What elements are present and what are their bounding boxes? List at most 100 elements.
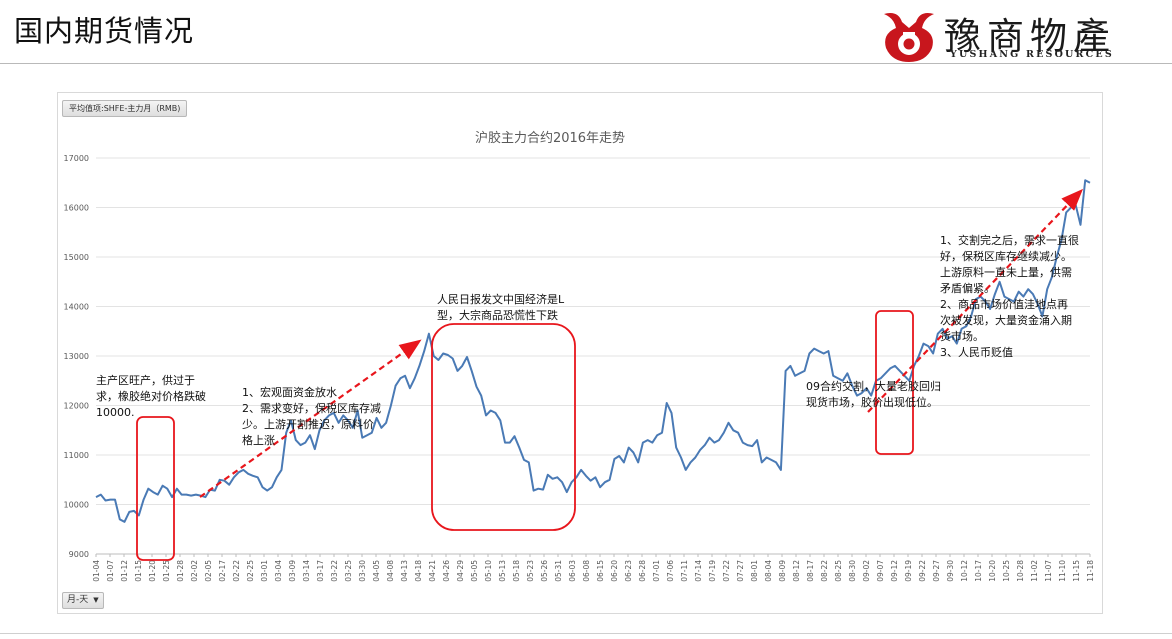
- logo-english-name: YUSHANG RESOURCES: [950, 49, 1114, 60]
- x-tick-label: 06-08: [582, 560, 591, 582]
- y-axis-labels: 9000 10000 11000 12000 13000 14000 15000 16000 1…: [64, 154, 89, 559]
- chart-title: 沪胶主力合约2016年走势: [474, 131, 626, 146]
- x-tick-label: 04-08: [386, 560, 395, 582]
- x-tick-label: 07-22: [722, 560, 731, 582]
- x-tick-label: 11-02: [1030, 560, 1039, 582]
- x-tick-label: 04-21: [428, 560, 437, 582]
- highlight-box-september: [875, 310, 914, 455]
- y-tick-label: 15000: [64, 253, 89, 262]
- x-tick-label: 05-26: [540, 560, 549, 582]
- x-tick-label: 03-14: [302, 560, 311, 582]
- x-tick-label: 01-07: [106, 560, 115, 582]
- slide-title: 国内期货情况: [14, 14, 195, 48]
- y-tick-label: 12000: [64, 402, 89, 411]
- y-tick-label: 11000: [64, 451, 89, 460]
- x-tick-label: 07-01: [652, 560, 661, 582]
- logo-chinese-name: 豫商物產: [944, 15, 1116, 58]
- x-tick-label: 05-18: [512, 560, 521, 582]
- x-tick-label: 05-23: [526, 560, 535, 582]
- x-tick-label: 04-29: [456, 560, 465, 582]
- x-tick-label: 01-04: [92, 560, 101, 582]
- series-layer: [95, 179, 1091, 523]
- x-tick-label: 09-02: [862, 560, 871, 582]
- axis-field-label: 月-天: [67, 595, 89, 605]
- x-tick-label: 01-15: [134, 560, 143, 582]
- x-tick-label: 11-18: [1086, 560, 1095, 582]
- x-tick-label: 03-25: [344, 560, 353, 582]
- x-tick-label: 07-11: [680, 560, 689, 582]
- x-tick-label: 08-12: [792, 560, 801, 582]
- x-tick-label: 02-05: [204, 560, 213, 582]
- pivot-field-button[interactable]: 平均值项:SHFE-主力月（RMB): [62, 100, 188, 117]
- x-tick-label: 11-07: [1044, 560, 1053, 582]
- x-tick-label: 06-20: [610, 560, 619, 582]
- uptrend-arrow-autumn: [867, 188, 1084, 413]
- y-tick-label: 13000: [64, 352, 89, 361]
- annotation-delivery: 09合约交割，大量老胶回归 现货市场，胶价出现低位。: [806, 380, 941, 409]
- highlight-box-may: [431, 323, 576, 531]
- x-tick-label: 07-06: [666, 560, 675, 582]
- annotation-demand-strong: 1、交割完之后，需求一直很 好，保税区库存继续减少。 上游原料一直未上量，供需 …: [940, 234, 1079, 359]
- y-tick-label: 17000: [64, 154, 89, 163]
- x-tick-label: 08-30: [848, 560, 857, 582]
- x-tick-label: 01-20: [148, 560, 157, 582]
- annotation-l-shaped-economy: 人民日报发文中国经济是L 型，大宗商品恐慌性下跌: [437, 293, 565, 322]
- x-tick-label: 05-10: [484, 560, 493, 582]
- x-tick-label: 04-13: [400, 560, 409, 582]
- x-tick-label: 08-17: [806, 560, 815, 582]
- x-tick-label: 02-22: [232, 560, 241, 582]
- x-tick-label: 05-05: [470, 560, 479, 582]
- y-tick-label: 16000: [64, 204, 89, 213]
- x-axis-labels: 01-04 01-07 01-12 01-15 01-20 01-25 01-28 02-02…: [92, 553, 1095, 582]
- x-tick-label: 03-22: [330, 560, 339, 582]
- x-tick-label: 09-30: [946, 560, 955, 582]
- x-tick-label: 09-07: [876, 560, 885, 582]
- footer-divider: [0, 633, 1172, 634]
- x-tick-label: 04-05: [372, 560, 381, 582]
- annotation-shapes: [136, 188, 1084, 561]
- x-tick-label: 03-09: [288, 560, 297, 582]
- x-tick-label: 05-31: [554, 560, 563, 582]
- x-tick-label: 01-28: [176, 560, 185, 582]
- x-tick-label: 07-14: [694, 560, 703, 582]
- x-tick-label: 10-28: [1016, 560, 1025, 582]
- x-tick-label: 10-17: [974, 560, 983, 582]
- annotation-macro-easing: 1、宏观面资金放水 2、需求变好，保税区库存减 少。上游开割推迟，原料价 格上涨: [242, 386, 381, 447]
- annotation-oversupply: 主产区旺产，供过于 求，橡胶绝对价格跌破 10000.: [96, 374, 206, 419]
- axis-field-dropdown[interactable]: 月-天 ▼: [62, 592, 104, 609]
- x-tick-label: 03-04: [274, 560, 283, 582]
- x-tick-label: 08-01: [750, 560, 759, 582]
- x-tick-label: 07-27: [736, 560, 745, 582]
- x-tick-label: 10-25: [1002, 560, 1011, 582]
- x-tick-label: 08-25: [834, 560, 843, 582]
- x-tick-label: 05-13: [498, 560, 507, 582]
- dropdown-arrow-icon: ▼: [93, 596, 99, 604]
- y-tick-label: 14000: [64, 303, 89, 312]
- x-tick-label: 06-28: [638, 560, 647, 582]
- x-tick-label: 10-12: [960, 560, 969, 582]
- x-tick-label: 01-12: [120, 560, 129, 582]
- x-tick-label: 11-15: [1072, 560, 1081, 582]
- chart-panel: [57, 92, 1103, 614]
- x-tick-label: 04-18: [414, 560, 423, 582]
- x-tick-label: 03-01: [260, 560, 269, 582]
- x-tick-label: 09-22: [918, 560, 927, 582]
- x-tick-label: 08-09: [778, 560, 787, 582]
- x-tick-label: 01-25: [162, 560, 171, 582]
- y-tick-label: 10000: [64, 501, 89, 510]
- company-logo: 豫商物產 YUSHANG RESOURCES: [876, 4, 1166, 62]
- price-series-line: [95, 179, 1091, 523]
- x-tick-label: 09-19: [904, 560, 913, 582]
- highlight-box-january: [136, 416, 175, 561]
- x-tick-label: 02-25: [246, 560, 255, 582]
- x-tick-label: 10-20: [988, 560, 997, 582]
- x-tick-label: 09-12: [890, 560, 899, 582]
- x-tick-label: 02-17: [218, 560, 227, 582]
- x-tick-label: 03-30: [358, 560, 367, 582]
- x-tick-label: 08-22: [820, 560, 829, 582]
- header-divider: [0, 63, 1172, 64]
- y-tick-label: 9000: [69, 550, 89, 559]
- x-tick-label: 02-02: [190, 560, 199, 582]
- x-tick-label: 08-04: [764, 560, 773, 582]
